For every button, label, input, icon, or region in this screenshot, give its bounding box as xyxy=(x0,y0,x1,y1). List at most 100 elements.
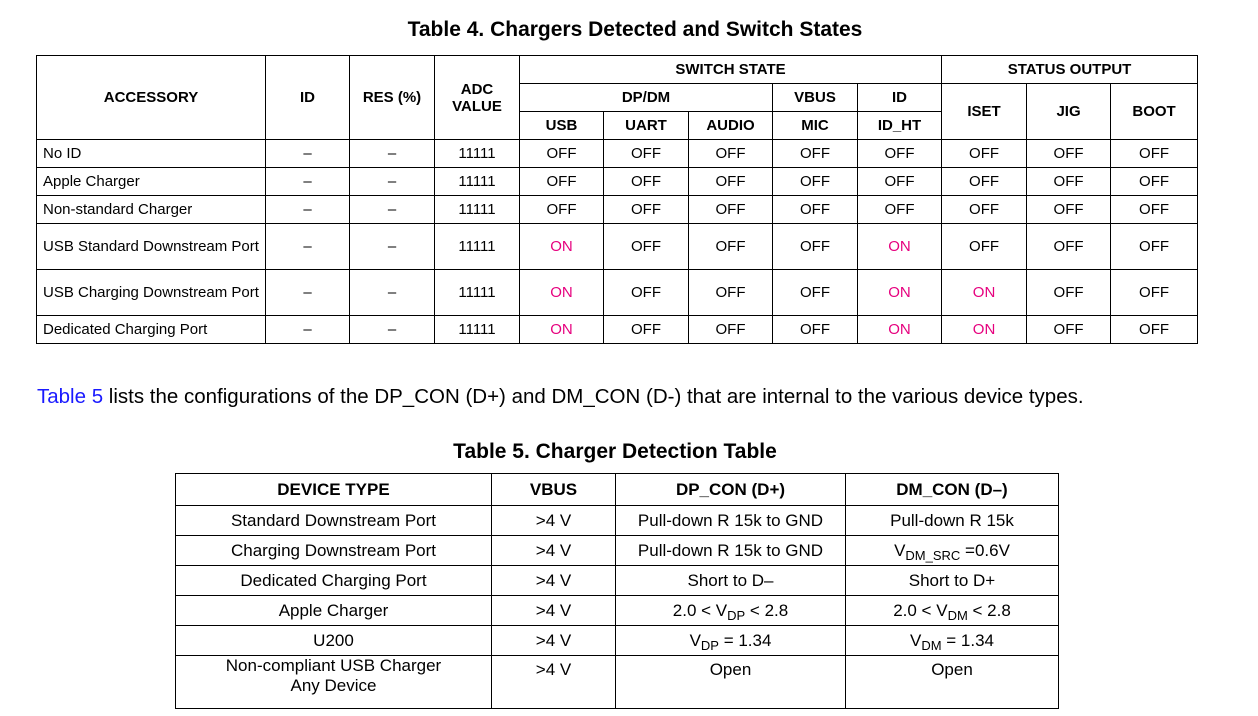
table5-intro-paragraph: Table 5 lists the configurations of the … xyxy=(37,383,1191,410)
dm-con-cell-prefix: V xyxy=(894,540,906,560)
usb-cell: ON xyxy=(519,269,604,316)
boot-cell: OFF xyxy=(1110,223,1199,270)
boot-cell: OFF xyxy=(1110,269,1199,316)
accessory-cell: Dedicated Charging Port xyxy=(36,315,266,344)
table-row: Non-standard Charger – –11111 OFF OFF OFF OFF O… xyxy=(36,195,1199,224)
dm-con-cell: Open xyxy=(845,655,1059,709)
vbus-cell: >4 V xyxy=(491,595,616,626)
id-cell: – xyxy=(265,195,350,224)
dp-con-cell-prefix: 2.0 < V xyxy=(672,600,728,620)
iset-cell: ON xyxy=(941,315,1028,344)
dp-con-cell-subscript: DP xyxy=(727,607,746,623)
jig-cell: OFF xyxy=(1026,315,1112,344)
dm-con-cell-subscript: DM_SRC xyxy=(905,547,961,563)
boot-cell: OFF xyxy=(1110,315,1199,344)
accessory-cell: USB Charging Downstream Port xyxy=(36,269,266,316)
mic-cell: OFF xyxy=(772,223,858,270)
dm-con-cell: 2.0 < VDM < 2.8 xyxy=(845,595,1059,626)
accessory-cell: Non-standard Charger xyxy=(36,195,266,224)
mic-cell: OFF xyxy=(772,195,858,224)
table-row: USB Standard Downstream Port – –11111 ON OFF… xyxy=(36,223,1199,270)
accessory-cell: USB Standard Downstream Port xyxy=(36,223,266,270)
res-cell: – xyxy=(349,223,435,270)
adc-cell: 11111 xyxy=(434,167,520,196)
mic-cell: OFF xyxy=(772,167,858,196)
dm-con-cell-subscript: DM xyxy=(947,607,968,623)
header-res: RES (%) xyxy=(349,55,435,140)
usb-cell: OFF xyxy=(519,195,604,224)
adc-cell: 11111 xyxy=(434,315,520,344)
iset-cell: ON xyxy=(941,269,1028,316)
jig-cell: OFF xyxy=(1026,223,1112,270)
jig-cell: OFF xyxy=(1026,269,1112,316)
id-cell: – xyxy=(265,139,350,168)
id-ht-cell: ON xyxy=(856,223,943,270)
table-row: Apple Charger >4 V 2.0 < VDP < 2.8 2.0 < VD… xyxy=(175,595,1059,626)
table-row: No ID – –11111 OFF OFF OFF OFF OFF OFF OFF OFF xyxy=(36,139,1199,168)
header-switch-state: SWITCH STATE xyxy=(518,55,943,84)
uart-cell: OFF xyxy=(603,315,689,344)
uart-cell: OFF xyxy=(603,269,689,316)
res-cell: – xyxy=(349,195,435,224)
mic-cell: OFF xyxy=(772,139,858,168)
res-cell: – xyxy=(349,315,435,344)
usb-cell: OFF xyxy=(519,139,604,168)
vbus-cell: >4 V xyxy=(491,535,616,566)
header-dm-con: DM_CON (D–) xyxy=(845,473,1059,506)
dp-con-cell: VDP = 1.34 xyxy=(615,625,846,656)
dp-con-cell: Open xyxy=(615,655,846,709)
adc-cell: 11111 xyxy=(434,139,520,168)
header-audio: AUDIO xyxy=(688,111,773,140)
dp-con-cell: Short to D– xyxy=(615,565,846,596)
dm-con-cell: VDM = 1.34 xyxy=(845,625,1059,656)
adc-cell: 11111 xyxy=(434,195,520,224)
dp-con-cell: 2.0 < VDP < 2.8 xyxy=(615,595,846,626)
header-mic: MIC xyxy=(772,111,858,140)
dp-con-cell-prefix: V xyxy=(689,630,701,650)
id-cell: – xyxy=(265,269,350,316)
header-iset: ISET xyxy=(941,83,1028,140)
boot-cell: OFF xyxy=(1110,167,1199,196)
header-dpdm: DP/DM xyxy=(519,83,773,112)
header-id: ID xyxy=(265,55,350,140)
table-row: U200 >4 V VDP = 1.34 VDM = 1.34 xyxy=(175,625,1059,656)
usb-cell: ON xyxy=(519,223,604,270)
id-cell: – xyxy=(265,167,350,196)
header-adc-value: ADC VALUE xyxy=(434,55,520,140)
dp-con-cell-suffix: = 1.34 xyxy=(718,630,772,650)
res-cell: – xyxy=(349,167,435,196)
res-cell: – xyxy=(349,139,435,168)
table4-caption: Table 4. Chargers Detected and Switch St… xyxy=(407,18,863,41)
header-dp-con: DP_CON (D+) xyxy=(615,473,846,506)
id-cell: – xyxy=(265,223,350,270)
dm-con-cell: Pull-down R 15k xyxy=(845,505,1059,536)
dp-con-cell-suffix: < 2.8 xyxy=(745,600,789,620)
audio-cell: OFF xyxy=(688,315,773,344)
header-status-output: STATUS OUTPUT xyxy=(941,55,1199,84)
header-uart: UART xyxy=(603,111,689,140)
table-row: Charging Downstream Port >4 V Pull-down R … xyxy=(175,535,1059,566)
audio-cell: OFF xyxy=(688,269,773,316)
iset-cell: OFF xyxy=(941,223,1028,270)
table-row: Standard Downstream Port >4 V Pull-down R … xyxy=(175,505,1059,536)
dm-con-cell: VDM_SRC =0.6V xyxy=(845,535,1059,566)
table5-caption: Table 5. Charger Detection Table xyxy=(453,440,777,463)
vbus-cell: >4 V xyxy=(491,565,616,596)
iset-cell: OFF xyxy=(941,167,1028,196)
vbus-cell: >4 V xyxy=(491,655,616,709)
dm-con-cell-suffix: =0.6V xyxy=(960,540,1010,560)
res-cell: – xyxy=(349,269,435,316)
device-type-cell: Apple Charger xyxy=(175,595,492,626)
dm-con-cell-prefix: V xyxy=(909,630,922,650)
iset-cell: OFF xyxy=(941,139,1028,168)
id-ht-cell: ON xyxy=(856,269,943,316)
dm-con-cell-suffix: < 2.8 xyxy=(967,600,1011,620)
dp-con-cell-subscript: DP xyxy=(700,637,719,653)
header-vbus: VBUS xyxy=(772,83,858,112)
table-row: Dedicated Charging Port – –11111 ON OFF OFF OF… xyxy=(36,315,1199,344)
table5-link[interactable]: Table 5 xyxy=(37,384,104,408)
mic-cell: OFF xyxy=(772,269,858,316)
boot-cell: OFF xyxy=(1110,195,1199,224)
audio-cell: OFF xyxy=(688,223,773,270)
mic-cell: OFF xyxy=(772,315,858,344)
